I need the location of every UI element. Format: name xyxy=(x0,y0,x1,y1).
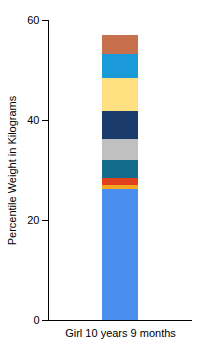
svg-text:Percentile Weight in Kilograms: Percentile Weight in Kilograms xyxy=(6,95,18,245)
svg-text:60: 60 xyxy=(27,14,39,26)
svg-text:Girl 10 years 9 months: Girl 10 years 9 months xyxy=(65,327,176,339)
svg-text:20: 20 xyxy=(27,214,39,226)
svg-text:40: 40 xyxy=(27,114,39,126)
svg-text:0: 0 xyxy=(33,314,39,326)
